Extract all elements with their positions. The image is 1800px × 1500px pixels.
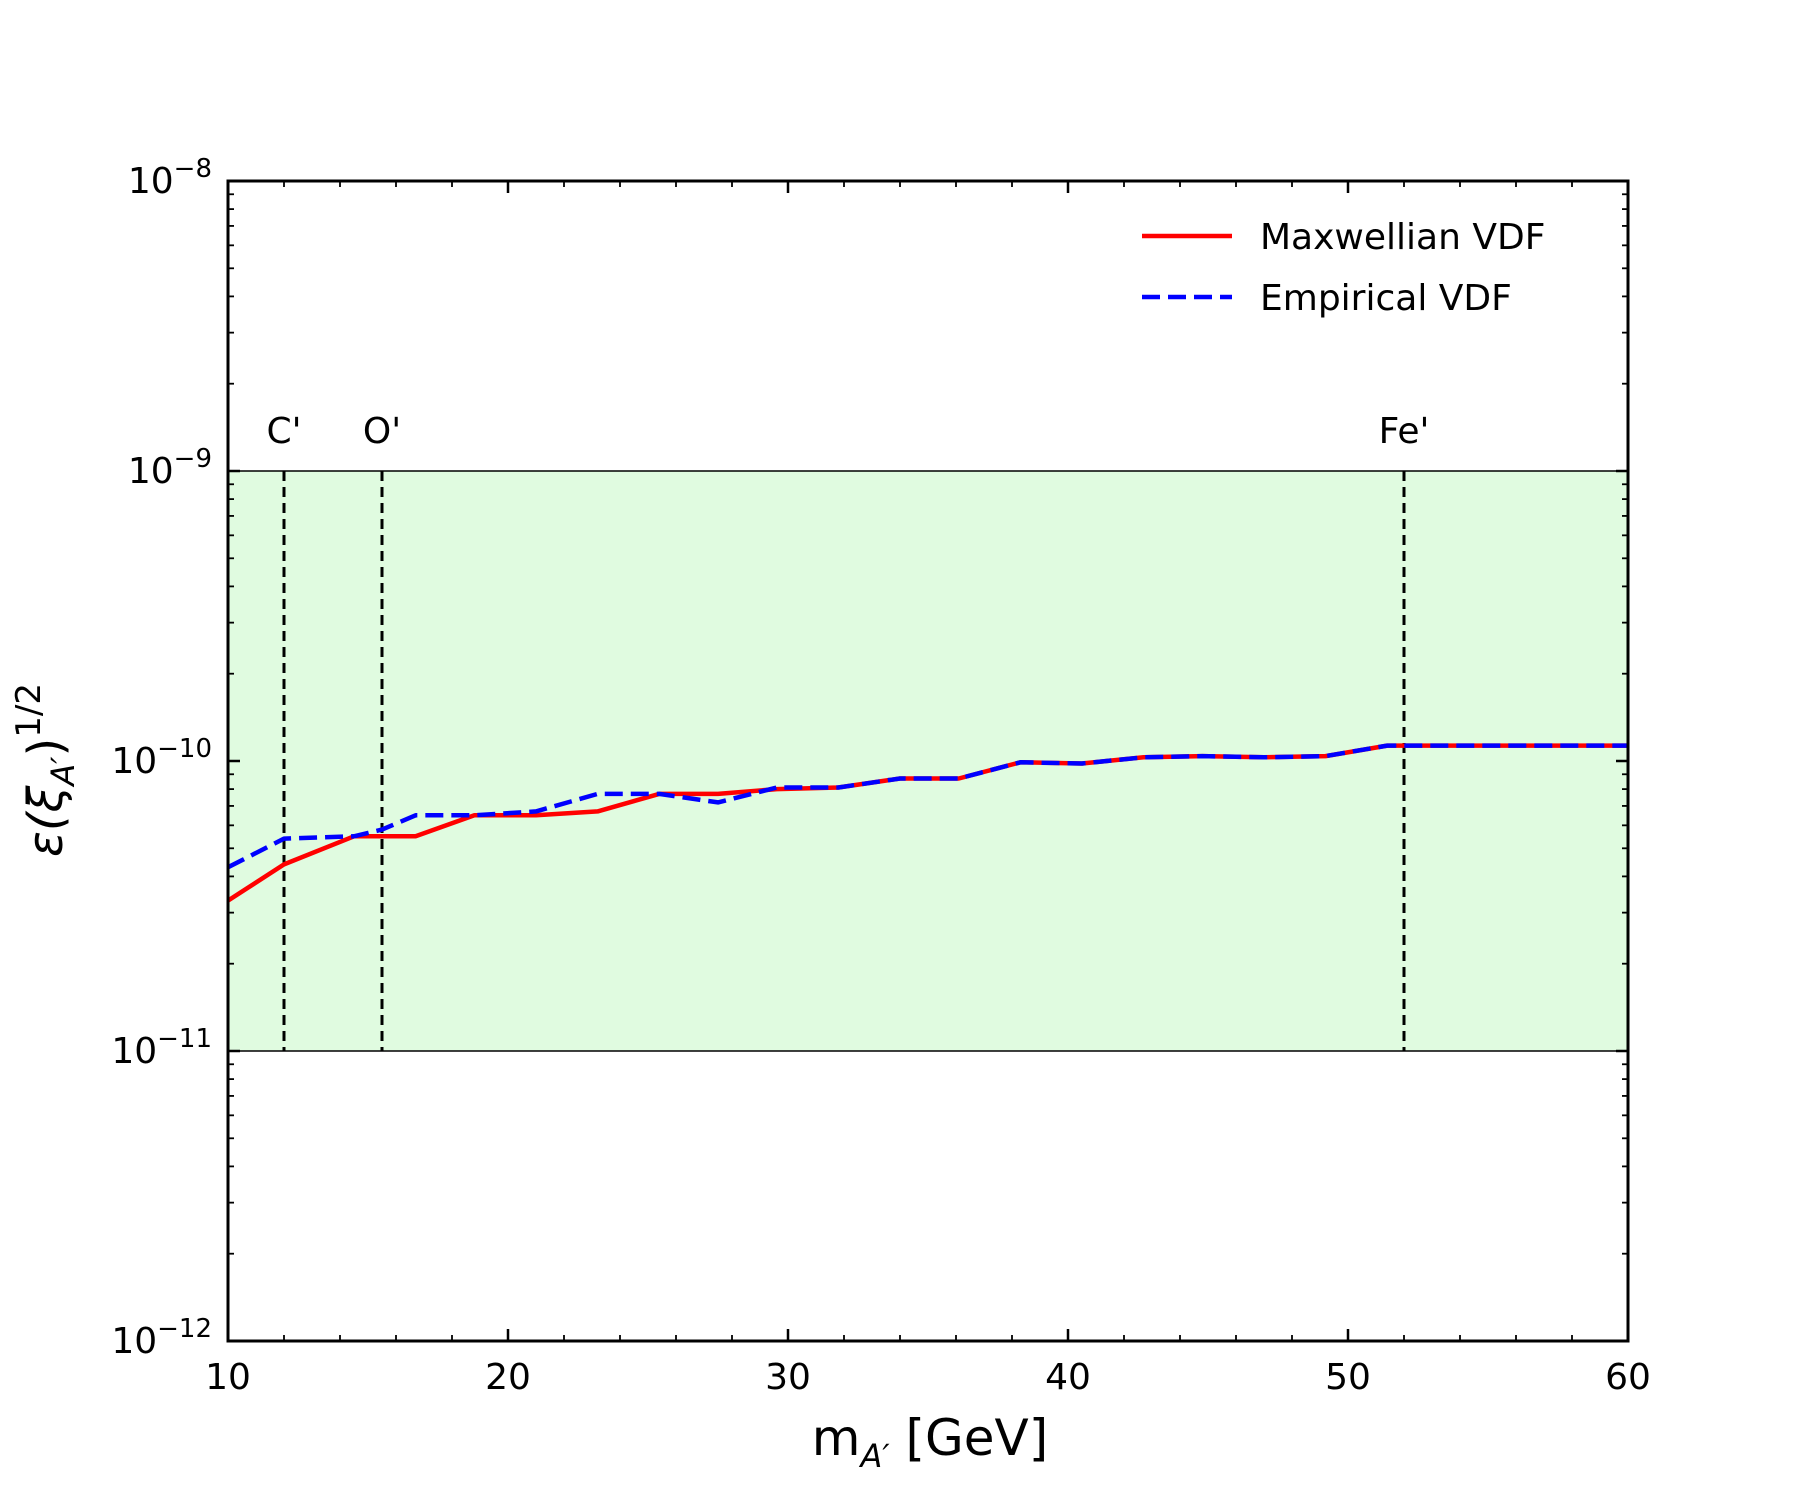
legend: Maxwellian VDF Empirical VDF — [1142, 217, 1545, 319]
x-tick-label-2: 30 — [765, 1357, 811, 1398]
x-tick-label-5: 60 — [1605, 1357, 1651, 1398]
y-axis-title: ε(ξA′)1/2 — [9, 683, 82, 857]
x-tick-label-0: 10 — [205, 1357, 251, 1398]
shaded-band — [228, 471, 1628, 1051]
y-tick-label-2: 10−10 — [111, 734, 212, 782]
y-tick-label-3: 10−11 — [111, 1024, 212, 1072]
x-tick-label-1: 20 — [485, 1357, 531, 1398]
legend-label-empirical: Empirical VDF — [1260, 278, 1512, 319]
series-line-1 — [226, 743, 1628, 870]
y-tick-label-0: 10−8 — [128, 154, 212, 202]
y-tick-label-4: 10−12 — [111, 1314, 212, 1362]
x-tick-label-4: 50 — [1325, 1357, 1371, 1398]
legend-label-maxwellian: Maxwellian VDF — [1260, 217, 1545, 258]
marker-label-1: O' — [363, 411, 401, 452]
y-tick-label-1: 10−9 — [128, 444, 212, 492]
marker-label-2: Fe' — [1379, 411, 1430, 452]
x-axis-title: mA′ [GeV] — [812, 1409, 1049, 1475]
x-tick-label-3: 40 — [1045, 1357, 1091, 1398]
marker-label-0: C' — [266, 411, 301, 452]
